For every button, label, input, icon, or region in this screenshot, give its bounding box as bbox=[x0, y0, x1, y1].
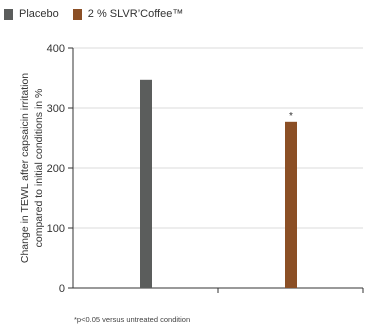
y-tick-label-400: 400 bbox=[47, 43, 65, 55]
y-tick-label-0: 0 bbox=[59, 283, 65, 295]
legend-label-slvr-coffee: 2 % SLVR’Coffee™ bbox=[87, 8, 184, 20]
bar-2-slvr-coffee bbox=[285, 121, 297, 288]
legend-label-placebo: Placebo bbox=[19, 8, 59, 20]
y-tick-label-300: 300 bbox=[47, 103, 65, 115]
y-axis-label-line-1: Change in TEWL after capsaicin irritatio… bbox=[19, 73, 31, 263]
bar-placebo bbox=[140, 79, 152, 288]
legend-item-placebo: Placebo bbox=[4, 8, 59, 20]
legend-swatch-placebo bbox=[4, 8, 13, 20]
footnote: *p<0.05 versus untreated condition bbox=[74, 315, 191, 324]
y-tick-label-200: 200 bbox=[47, 163, 65, 175]
significance-annotation-0: * bbox=[289, 111, 293, 122]
y-tick-label-100: 100 bbox=[47, 223, 65, 235]
legend-swatch-slvr-coffee bbox=[72, 8, 82, 20]
legend-item-slvr-coffee: 2 % SLVR’Coffee™ bbox=[72, 8, 184, 20]
legend: Placebo 2 % SLVR’Coffee™ bbox=[4, 6, 197, 22]
y-axis-label-line-2: compared to initial conditions in % bbox=[33, 89, 45, 248]
